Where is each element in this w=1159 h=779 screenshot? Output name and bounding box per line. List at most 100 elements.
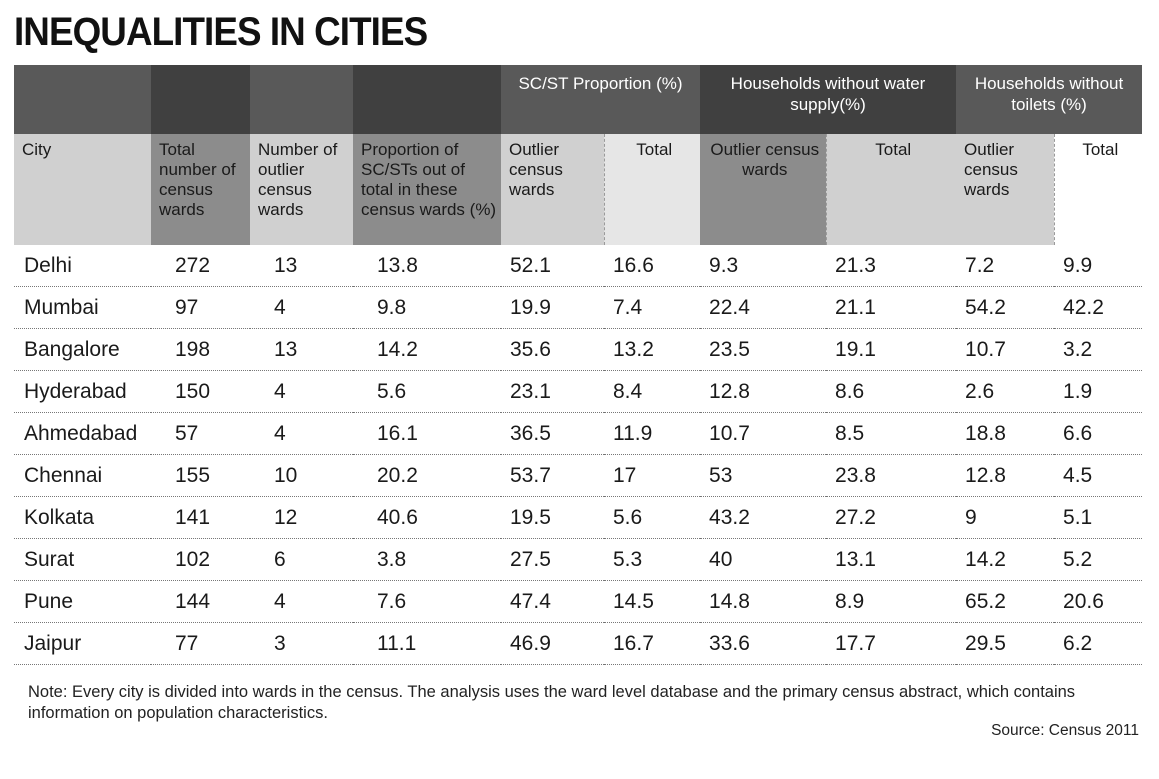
cell-toilets-outlier: 10.7 [956,328,1055,371]
cell-outlier-wards: 10 [250,454,353,497]
cell-toilets-outlier: 65.2 [956,580,1055,623]
column-header-water-outlier: Outlier census wards [700,134,827,245]
cell-scst-proportion-outlier: 40.6 [353,496,501,539]
column-header-scst-outlier: Outlier census wards [501,134,604,245]
column-header-scst-total: Total [603,134,701,245]
cell-city: Surat [14,538,151,581]
table-row: Ahmedabad 57 4 16.1 36.5 11.9 10.7 8.5 18.8 6.6 [14,412,1143,455]
cell-scst-outlier: 23.1 [501,370,604,413]
cell-scst-total: 7.4 [604,286,701,329]
column-header-toilets-total: Total [1053,134,1143,245]
cell-water-total: 13.1 [826,538,957,581]
column-header-row: City Total number of census wards Number… [14,134,1143,245]
cell-scst-total: 16.7 [604,622,701,665]
cell-scst-outlier: 35.6 [501,328,604,371]
cell-outlier-wards: 4 [250,286,353,329]
cell-toilets-total: 4.5 [1054,454,1143,497]
cell-total-wards: 77 [151,622,250,665]
footnote: Note: Every city is divided into wards i… [28,683,1076,722]
table-row: Chennai 155 10 20.2 53.7 17 53 23.8 12.8 4.5 [14,454,1143,497]
cell-outlier-wards: 4 [250,412,353,455]
cell-scst-proportion-outlier: 5.6 [353,370,501,413]
inequality-table: SC/ST Proportion (%) Households without … [14,65,1143,665]
group-header-blank [14,65,151,134]
cell-outlier-wards: 4 [250,580,353,623]
cell-water-outlier: 40 [700,538,827,581]
cell-scst-outlier: 36.5 [501,412,604,455]
cell-city: Jaipur [14,622,151,665]
cell-scst-outlier: 52.1 [501,245,604,287]
cell-total-wards: 141 [151,496,250,539]
cell-water-outlier: 43.2 [700,496,827,539]
cell-total-wards: 198 [151,328,250,371]
cell-outlier-wards: 4 [250,370,353,413]
cell-outlier-wards: 6 [250,538,353,581]
cell-scst-total: 17 [604,454,701,497]
cell-scst-proportion-outlier: 20.2 [353,454,501,497]
source-credit: Source: Census 2011 [991,722,1139,739]
cell-scst-total: 14.5 [604,580,701,623]
cell-water-outlier: 12.8 [700,370,827,413]
cell-outlier-wards: 3 [250,622,353,665]
cell-scst-proportion-outlier: 13.8 [353,245,501,287]
cell-toilets-total: 6.6 [1054,412,1143,455]
cell-toilets-outlier: 54.2 [956,286,1055,329]
table-body: Delhi 272 13 13.8 52.1 16.6 9.3 21.3 7.2 9.9 Mumba… [14,245,1143,665]
cell-water-outlier: 14.8 [700,580,827,623]
cell-toilets-total: 42.2 [1054,286,1143,329]
cell-total-wards: 57 [151,412,250,455]
table-row: Surat 102 6 3.8 27.5 5.3 40 13.1 14.2 5.2 [14,538,1143,581]
table-row: Mumbai 97 4 9.8 19.9 7.4 22.4 21.1 54.2 42.2 [14,286,1143,329]
cell-water-total: 19.1 [826,328,957,371]
cell-total-wards: 97 [151,286,250,329]
cell-outlier-wards: 12 [250,496,353,539]
cell-toilets-total: 20.6 [1054,580,1143,623]
cell-scst-proportion-outlier: 14.2 [353,328,501,371]
cell-scst-outlier: 47.4 [501,580,604,623]
cell-water-outlier: 9.3 [700,245,827,287]
cell-total-wards: 144 [151,580,250,623]
column-header-proportion: Proportion of SC/STs out of total in the… [353,134,501,245]
cell-city: Kolkata [14,496,151,539]
cell-water-outlier: 10.7 [700,412,827,455]
cell-scst-total: 13.2 [604,328,701,371]
cell-toilets-total: 5.2 [1054,538,1143,581]
cell-toilets-total: 5.1 [1054,496,1143,539]
cell-scst-proportion-outlier: 11.1 [353,622,501,665]
cell-water-total: 8.9 [826,580,957,623]
cell-total-wards: 272 [151,245,250,287]
cell-toilets-outlier: 14.2 [956,538,1055,581]
cell-outlier-wards: 13 [250,328,353,371]
cell-scst-total: 8.4 [604,370,701,413]
cell-water-total: 21.1 [826,286,957,329]
cell-scst-proportion-outlier: 7.6 [353,580,501,623]
cell-water-total: 8.6 [826,370,957,413]
group-header-toilets: Households without toilets (%) [956,65,1143,134]
cell-scst-outlier: 19.9 [501,286,604,329]
cell-toilets-outlier: 12.8 [956,454,1055,497]
cell-total-wards: 155 [151,454,250,497]
table-row: Hyderabad 150 4 5.6 23.1 8.4 12.8 8.6 2.6 1.9 [14,370,1143,413]
cell-total-wards: 150 [151,370,250,413]
group-header-blank [353,65,501,134]
cell-water-outlier: 23.5 [700,328,827,371]
cell-scst-outlier: 53.7 [501,454,604,497]
group-header-row: SC/ST Proportion (%) Households without … [14,65,1143,134]
cell-toilets-total: 1.9 [1054,370,1143,413]
group-header-scst: SC/ST Proportion (%) [501,65,701,134]
column-header-water-total: Total [825,134,957,245]
table-row: Jaipur 77 3 11.1 46.9 16.7 33.6 17.7 29.5 6.2 [14,622,1143,665]
column-header-total-wards: Total number of census wards [151,134,250,245]
cell-scst-proportion-outlier: 3.8 [353,538,501,581]
cell-scst-proportion-outlier: 16.1 [353,412,501,455]
page-title: INEQUALITIES IN CITIES [14,10,428,54]
cell-scst-total: 5.3 [604,538,701,581]
cell-city: Ahmedabad [14,412,151,455]
cell-water-total: 17.7 [826,622,957,665]
cell-city: Pune [14,580,151,623]
cell-water-total: 21.3 [826,245,957,287]
table-row: Kolkata 141 12 40.6 19.5 5.6 43.2 27.2 9 5.1 [14,496,1143,539]
cell-water-total: 8.5 [826,412,957,455]
cell-total-wards: 102 [151,538,250,581]
cell-water-total: 27.2 [826,496,957,539]
